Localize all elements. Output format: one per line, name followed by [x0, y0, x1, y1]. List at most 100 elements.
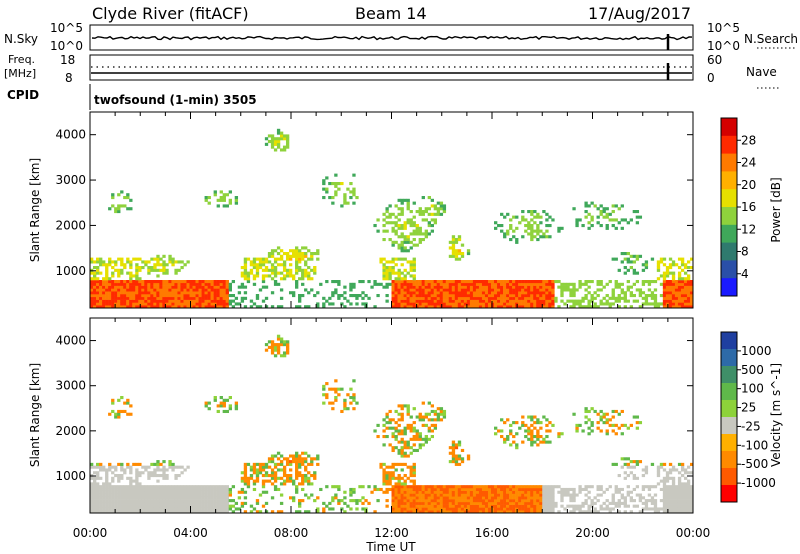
- heatmap-cell: [503, 280, 507, 284]
- heatmap-cell: [385, 426, 389, 430]
- heatmap-cell: [602, 210, 606, 214]
- heatmap-cell: [409, 493, 413, 497]
- heatmap-cell: [445, 499, 450, 503]
- heatmap-cell: [617, 499, 621, 503]
- heatmap-cell: [611, 224, 615, 228]
- heatmap-cell: [204, 198, 208, 202]
- nsearch-label: N.Search: [744, 32, 798, 46]
- heatmap-cell: [123, 266, 127, 270]
- heatmap-cell: [292, 496, 296, 500]
- heatmap-cell: [177, 474, 181, 478]
- heatmap-cell: [436, 285, 441, 289]
- heatmap-cell: [141, 266, 145, 270]
- heatmap-cell: [617, 426, 621, 430]
- heatmap-cell: [418, 499, 422, 503]
- heatmap-cell: [391, 285, 395, 289]
- heatmap-cell: [457, 299, 462, 303]
- heatmap-cell: [457, 457, 462, 461]
- heatmap-cell: [436, 288, 441, 292]
- heatmap-cell: [340, 182, 344, 186]
- y-tick-label: 3000: [55, 379, 86, 393]
- heatmap-cell: [120, 474, 124, 478]
- heatmap-cell: [177, 280, 181, 284]
- heatmap-cell: [533, 507, 537, 511]
- heatmap-cell: [270, 140, 275, 144]
- heatmap-cell: [626, 268, 630, 272]
- heatmap-cell: [515, 296, 519, 300]
- heatmap-cell: [219, 507, 223, 511]
- heatmap-cell: [593, 409, 597, 414]
- heatmap-cell: [406, 504, 410, 508]
- heatmap-cell: [674, 299, 679, 303]
- heatmap-cell: [436, 305, 441, 309]
- heatmap-cell: [295, 462, 299, 466]
- heatmap-cell: [400, 440, 404, 444]
- heatmap-cell: [412, 305, 416, 309]
- heatmap-cell: [96, 485, 100, 489]
- heatmap-cell: [530, 285, 534, 289]
- heatmap-cell: [207, 504, 211, 508]
- heatmap-cell: [572, 294, 576, 298]
- heatmap-cell: [475, 490, 480, 494]
- heatmap-cell: [539, 302, 543, 306]
- velocity-ylabel: Slant Range [km]: [28, 363, 42, 467]
- heatmap-cell: [295, 285, 299, 289]
- heatmap-cell: [117, 268, 121, 272]
- heatmap-cell: [198, 501, 202, 505]
- heatmap-cell: [650, 496, 655, 500]
- heatmap-cell: [617, 474, 621, 478]
- heatmap-cell: [162, 280, 166, 284]
- heatmap-cell: [500, 224, 504, 228]
- heatmap-cell: [427, 496, 431, 500]
- heatmap-cell: [469, 296, 474, 300]
- heatmap-cell: [189, 285, 193, 289]
- heatmap-cell: [524, 299, 528, 303]
- heatmap-cell: [222, 490, 226, 494]
- heatmap-cell: [141, 485, 145, 489]
- colorbar-tick-label: 16: [741, 200, 756, 214]
- heatmap-cell: [403, 451, 407, 455]
- heatmap-cell: [147, 471, 151, 475]
- heatmap-cell: [138, 474, 142, 478]
- heatmap-cell: [521, 510, 525, 514]
- heatmap-cell: [677, 257, 682, 261]
- heatmap-cell: [174, 271, 178, 275]
- heatmap-cell: [545, 285, 549, 289]
- heatmap-cell: [472, 504, 477, 508]
- heatmap-cell: [491, 302, 495, 306]
- heatmap-cell: [605, 282, 609, 286]
- heatmap-cell: [276, 451, 281, 455]
- heatmap-cell: [590, 280, 594, 284]
- heatmap-cell: [527, 294, 531, 298]
- heatmap-cell: [258, 257, 263, 261]
- heatmap-cell: [530, 294, 534, 298]
- heatmap-cell: [451, 446, 456, 450]
- heatmap-cell: [590, 429, 594, 433]
- heatmap-cell: [168, 499, 172, 503]
- heatmap-cell: [282, 268, 287, 272]
- heatmap-cell: [497, 296, 501, 300]
- heatmap-cell: [668, 507, 673, 511]
- heatmap-cell: [285, 479, 290, 483]
- heatmap-cell: [472, 291, 477, 295]
- heatmap-cell: [168, 288, 172, 292]
- heatmap-cell: [117, 302, 121, 306]
- heatmap-cell: [497, 507, 501, 511]
- heatmap-cell: [671, 288, 676, 292]
- heatmap-cell: [683, 487, 688, 492]
- heatmap-cell: [150, 305, 154, 309]
- heatmap-cell: [135, 496, 139, 500]
- heatmap-cell: [334, 496, 338, 500]
- heatmap-cell: [391, 504, 395, 508]
- heatmap-cell: [382, 490, 386, 494]
- heatmap-cell: [457, 257, 462, 261]
- heatmap-cell: [385, 285, 389, 289]
- heatmap-cell: [412, 277, 416, 281]
- heatmap-cell: [213, 302, 217, 306]
- heatmap-cell: [548, 487, 552, 492]
- heatmap-cell: [448, 504, 453, 508]
- heatmap-cell: [240, 501, 245, 505]
- heatmap-cell: [228, 504, 232, 508]
- heatmap-cell: [394, 429, 398, 433]
- heatmap-cell: [99, 501, 103, 505]
